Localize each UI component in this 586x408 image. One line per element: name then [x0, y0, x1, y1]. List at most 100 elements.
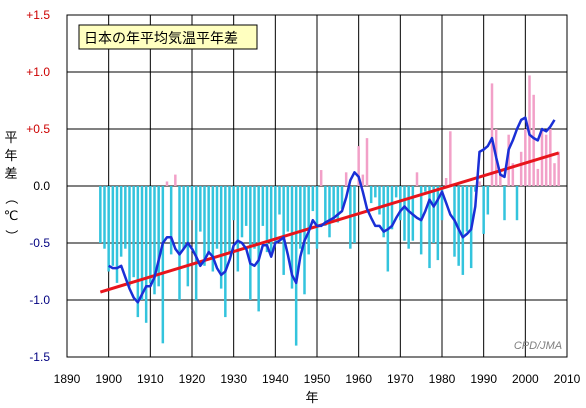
anomaly-bar	[503, 186, 506, 221]
anomaly-bar	[153, 186, 156, 295]
y-tick-label: +0.5	[26, 122, 50, 136]
anomaly-bar	[403, 186, 406, 241]
anomaly-bar	[499, 172, 502, 186]
anomaly-bar	[336, 186, 340, 223]
anomaly-bar	[157, 186, 160, 287]
y-tick-label: 0.0	[33, 179, 50, 193]
x-axis-label: 年	[305, 391, 318, 406]
anomaly-bar	[482, 186, 485, 234]
anomaly-bar	[149, 186, 152, 283]
anomaly-bar	[165, 181, 169, 186]
title-box-frame	[78, 24, 258, 50]
anomaly-bar	[324, 186, 327, 226]
anomaly-bar	[365, 138, 369, 186]
anomaly-bar	[186, 186, 190, 287]
anomaly-bar	[257, 186, 260, 312]
anomaly-bar	[415, 172, 419, 186]
anomaly-bar	[228, 186, 231, 255]
anomaly-bar	[140, 186, 144, 300]
credit-label: CPD/JMA	[514, 340, 562, 352]
anomaly-bar	[199, 186, 202, 232]
anomaly-bar	[211, 186, 215, 272]
anomaly-bar	[240, 186, 244, 238]
x-tick-label: 1960	[345, 372, 372, 386]
anomaly-bar	[136, 186, 140, 318]
x-tick-label: 1920	[179, 372, 206, 386]
anomaly-bar	[190, 186, 194, 221]
anomaly-bar	[219, 186, 223, 289]
x-tick-label: 1930	[220, 372, 247, 386]
x-tick-label: 1980	[429, 372, 456, 386]
anomaly-bar	[424, 186, 427, 192]
x-tick-label: 2010	[554, 372, 581, 386]
anomaly-bar	[299, 186, 302, 249]
plot-frame	[66, 14, 568, 358]
y-axis-label-char: 平	[4, 131, 17, 146]
anomaly-bar	[103, 186, 106, 249]
anomaly-bar	[144, 186, 148, 323]
anomaly-bar	[544, 134, 548, 186]
chart-title: 日本の年平均気温平年差	[84, 31, 238, 47]
anomaly-bar	[182, 186, 185, 249]
anomaly-bar	[215, 186, 219, 249]
anomaly-bar	[432, 186, 435, 243]
anomaly-bar	[532, 94, 535, 186]
anomaly-bar	[128, 186, 131, 287]
anomaly-bar	[286, 186, 290, 232]
anomaly-bar	[119, 186, 123, 257]
anomaly-bar	[278, 186, 281, 215]
anomaly-bar	[236, 186, 240, 272]
axes: 1890 1900 1910 1920 1930 1940 1950 1960 1970 1980…	[26, 8, 580, 386]
anomaly-bar	[428, 186, 431, 269]
x-tick-label: 1890	[54, 372, 81, 386]
anomaly-bar	[269, 186, 273, 255]
anomaly-bar	[332, 186, 335, 221]
y-tick-label: -1.0	[29, 293, 50, 307]
y-axis-label-char: ）	[3, 229, 18, 242]
anomaly-bar	[107, 186, 110, 272]
x-tick-label: 2000	[512, 372, 539, 386]
anomaly-bar	[490, 83, 494, 186]
y-axis-label-char: （	[3, 191, 18, 204]
anomaly-bar	[436, 186, 440, 261]
anomaly-bar	[290, 186, 294, 289]
anomaly-bar	[319, 170, 323, 186]
anomaly-bar	[340, 186, 344, 209]
anomaly-bar	[382, 186, 385, 238]
anomaly-bar	[511, 163, 515, 186]
anomaly-bar	[169, 186, 173, 255]
anomaly-bar	[519, 151, 523, 186]
anomaly-bar	[507, 134, 510, 186]
anomaly-bar	[374, 186, 377, 198]
anomaly-bar	[399, 186, 402, 221]
x-tick-label: 1990	[470, 372, 497, 386]
anomaly-bar	[515, 186, 519, 221]
anomaly-bar	[361, 174, 365, 186]
moving-average-line	[108, 116, 556, 304]
anomaly-bar	[115, 186, 119, 283]
anomaly-bar	[557, 151, 560, 186]
anomaly-bar	[253, 186, 256, 249]
anomaly-bar	[465, 186, 469, 232]
anomaly-bar	[161, 186, 165, 344]
anomaly-bar	[99, 186, 102, 243]
anomaly-bar	[224, 186, 227, 318]
anomaly-bar	[394, 186, 398, 198]
anomaly-bar	[249, 186, 252, 300]
anomaly-bar	[328, 186, 331, 238]
anomaly-bar	[232, 186, 235, 221]
anomaly-bar	[132, 186, 135, 278]
anomaly-bar	[294, 186, 298, 346]
anomaly-bar	[274, 186, 277, 243]
trend-line	[99, 151, 560, 294]
anomaly-bar	[390, 186, 394, 230]
anomaly-bar	[549, 129, 552, 186]
x-tick-label: 1950	[304, 372, 331, 386]
y-tick-label: +1.0	[26, 65, 50, 79]
anomaly-bar	[457, 186, 460, 266]
anomaly-bar	[407, 186, 410, 249]
y-axis-label-char: ℃	[4, 209, 19, 224]
x-tick-label: 1900	[95, 372, 122, 386]
